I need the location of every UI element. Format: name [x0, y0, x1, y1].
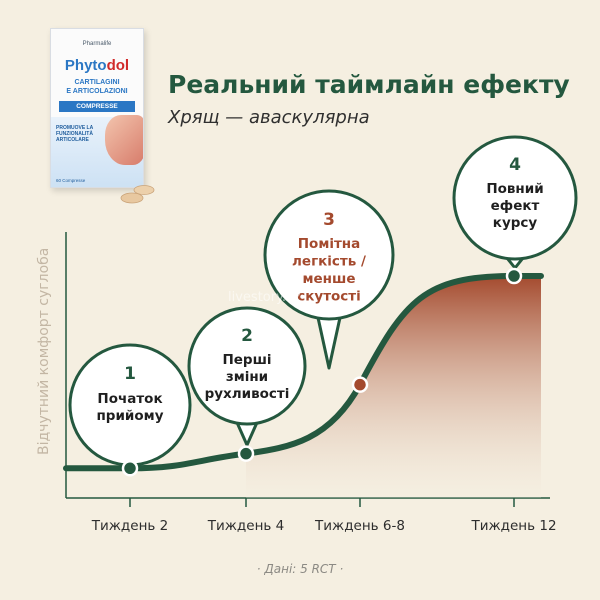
- milestone-label-line: Початок: [97, 391, 162, 407]
- watermark: livestory.kz: [228, 290, 301, 305]
- milestone-label-line: Повний: [486, 181, 543, 197]
- milestone-label-line: скутості: [297, 289, 361, 305]
- milestone-label-line: ефект: [491, 198, 540, 214]
- knee-image: [105, 115, 143, 165]
- milestone-marker-2: [237, 445, 255, 462]
- callout-pointer: [315, 311, 343, 370]
- product-box: Pharmalife Phytodol CARTILAGINI E ARTICO…: [50, 28, 144, 188]
- product-brand: Phytodol: [64, 57, 130, 74]
- milestone-label-line: легкість /: [292, 254, 366, 270]
- milestone-label-line: менше: [302, 271, 355, 287]
- callout-bubble: [263, 189, 395, 321]
- page-title: Реальний таймлайн ефекту: [168, 70, 570, 99]
- milestone-marker-1: [121, 460, 139, 477]
- tablets-image: [120, 185, 155, 204]
- milestone-marker-4: [505, 267, 523, 285]
- product-line1: CARTILAGINI: [74, 79, 120, 86]
- callout-seam: [237, 410, 257, 420]
- milestone-number: 3: [323, 210, 335, 230]
- milestone-label-line: Помітна: [298, 236, 361, 252]
- milestone-number: 2: [241, 326, 253, 346]
- x-tick-label: Тиждень 2: [91, 518, 169, 534]
- product-line2: E ARTICOLAZIONI: [66, 88, 128, 95]
- milestone-label-line: Перші: [222, 352, 271, 368]
- x-tick-label: Тиждень 6-8: [315, 518, 405, 534]
- milestone-label-line: зміни: [226, 369, 268, 385]
- callout-seam: [505, 245, 525, 255]
- page-subtitle: Хрящ — аваскулярна: [168, 107, 370, 128]
- area-fill: [246, 276, 541, 498]
- x-tick-label: Тиждень 12: [471, 518, 557, 534]
- product-maker: Pharmalife: [82, 41, 112, 47]
- product-form: COMPRESSE: [59, 101, 135, 112]
- milestone-label-line: прийому: [96, 408, 163, 424]
- x-tick-label: Тиждень 4: [207, 518, 285, 534]
- product-count: 60 Compresse: [56, 178, 86, 183]
- callout-bubble: [452, 135, 578, 261]
- callout-seam: [319, 305, 339, 315]
- series-line: [63, 273, 544, 472]
- milestone-marker-3: [351, 376, 369, 393]
- milestone-callout-3: 3 Помітна легкість /менше скутості: [263, 189, 395, 370]
- callout-seam: [120, 451, 140, 461]
- milestone-label-line: курсу: [493, 215, 538, 231]
- milestone-number: 4: [509, 155, 521, 175]
- product-promo: PROMUOVE LA FUNZIONALITÀ ARTICOLARE: [56, 125, 94, 143]
- data-source: · Дані: 5 RCT ·: [256, 562, 344, 576]
- callout-bubble: [187, 306, 307, 426]
- milestone-number: 1: [124, 364, 136, 384]
- milestone-label-line: рухливості: [205, 386, 290, 402]
